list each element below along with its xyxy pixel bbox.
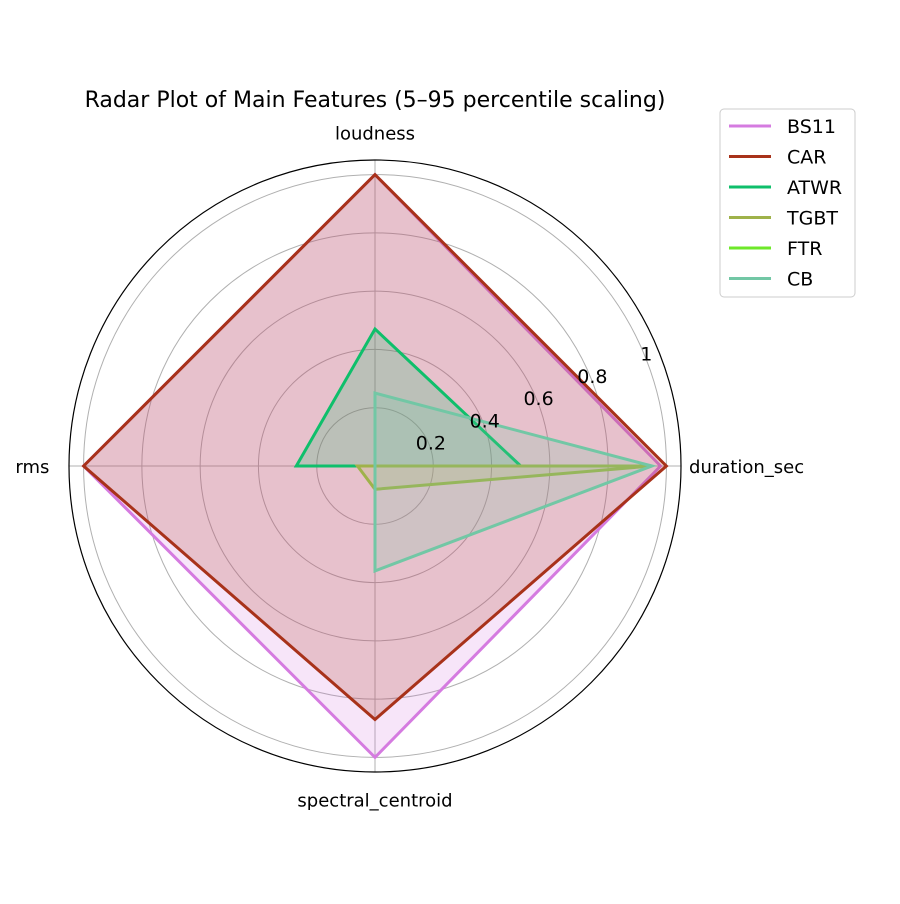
r-tick-label: 0.2 [416, 433, 446, 455]
legend-label: TGBT [786, 208, 838, 230]
chart-title: Radar Plot of Main Features (5–95 percen… [85, 88, 666, 113]
axis-label: rms [15, 457, 49, 478]
legend-label: FTR [787, 238, 822, 260]
series-area [296, 329, 521, 466]
axis-label: spectral_centroid [297, 791, 452, 812]
legend-label: CAR [787, 147, 826, 169]
r-tick-label: 0.4 [470, 410, 500, 432]
r-tick-label: 1 [640, 343, 652, 365]
r-tick-label: 0.8 [577, 366, 607, 388]
series-area [375, 393, 652, 571]
legend: BS11 CAR ATWR TGBT FTR CB [719, 108, 856, 298]
legend-label: CB [787, 269, 813, 291]
axis-label: duration_sec [689, 457, 804, 478]
outer-circle [68, 159, 682, 773]
legend-label: BS11 [787, 116, 836, 138]
series-line [373, 391, 657, 574]
legend-label: ATWR [787, 177, 842, 199]
r-tick-label: 0.6 [523, 388, 553, 410]
series-line [81, 172, 669, 722]
series-line [354, 464, 653, 491]
axis-label: loudness [335, 123, 415, 144]
